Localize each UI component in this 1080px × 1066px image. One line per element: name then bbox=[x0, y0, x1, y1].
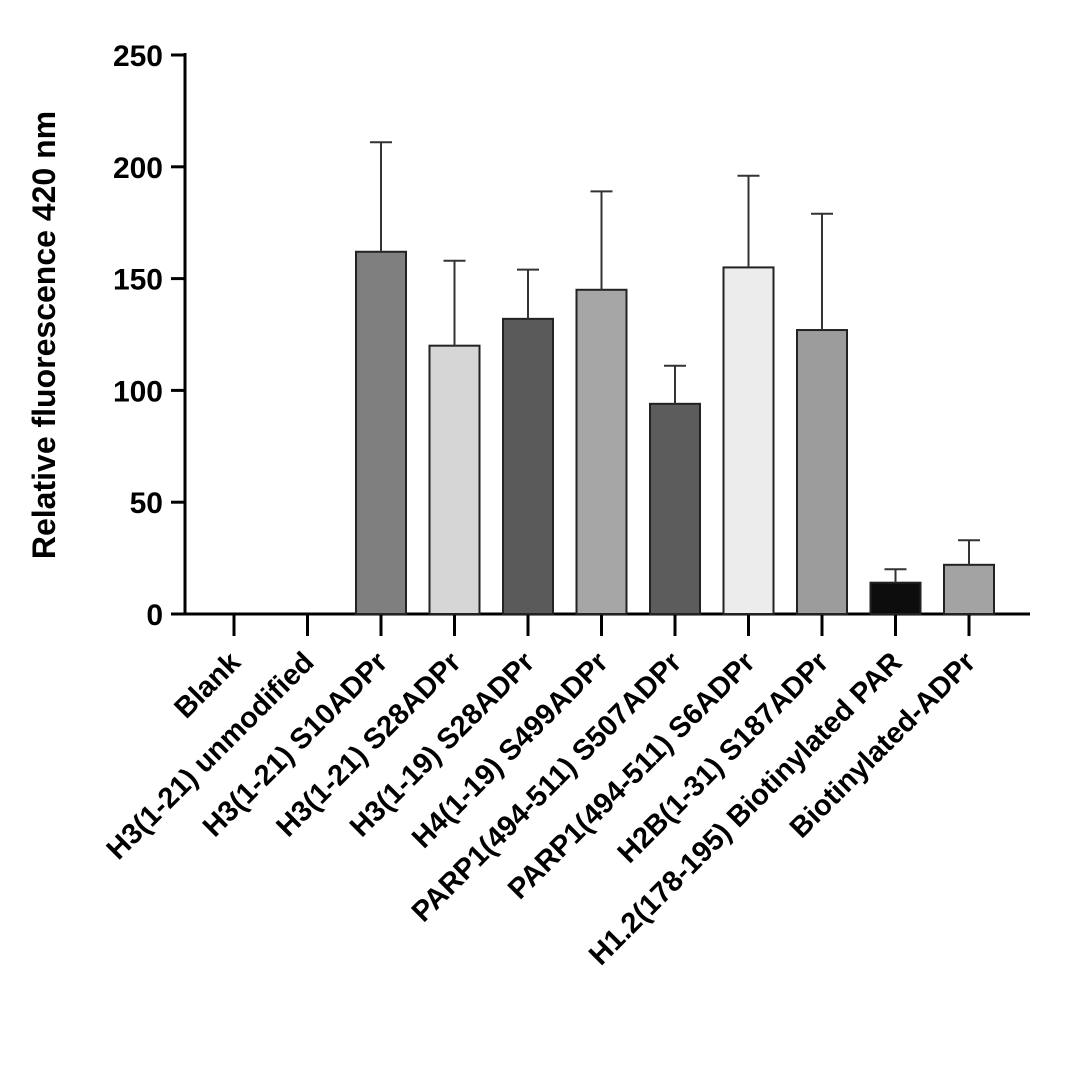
y-axis-title: Relative fluorescence 420 nm bbox=[26, 111, 62, 559]
bar bbox=[428, 344, 481, 615]
y-tick-label: 150 bbox=[113, 264, 163, 297]
bar bbox=[649, 402, 701, 616]
bar bbox=[575, 288, 628, 615]
bar bbox=[796, 329, 848, 615]
bar bbox=[869, 581, 922, 615]
y-tick-label: 0 bbox=[146, 599, 163, 632]
bar bbox=[355, 250, 407, 615]
y-tick-label: 250 bbox=[113, 40, 163, 73]
error-bars bbox=[370, 141, 980, 583]
y-tick-label: 50 bbox=[130, 487, 163, 520]
bar bbox=[943, 563, 995, 615]
bar bbox=[502, 317, 554, 615]
y-axis: 0 50 100 150 200 250 bbox=[113, 40, 187, 632]
x-axis bbox=[185, 612, 1030, 636]
bar bbox=[722, 266, 775, 615]
y-tick-label: 100 bbox=[113, 375, 163, 408]
bars bbox=[355, 250, 995, 616]
y-tick-label: 200 bbox=[113, 152, 163, 185]
